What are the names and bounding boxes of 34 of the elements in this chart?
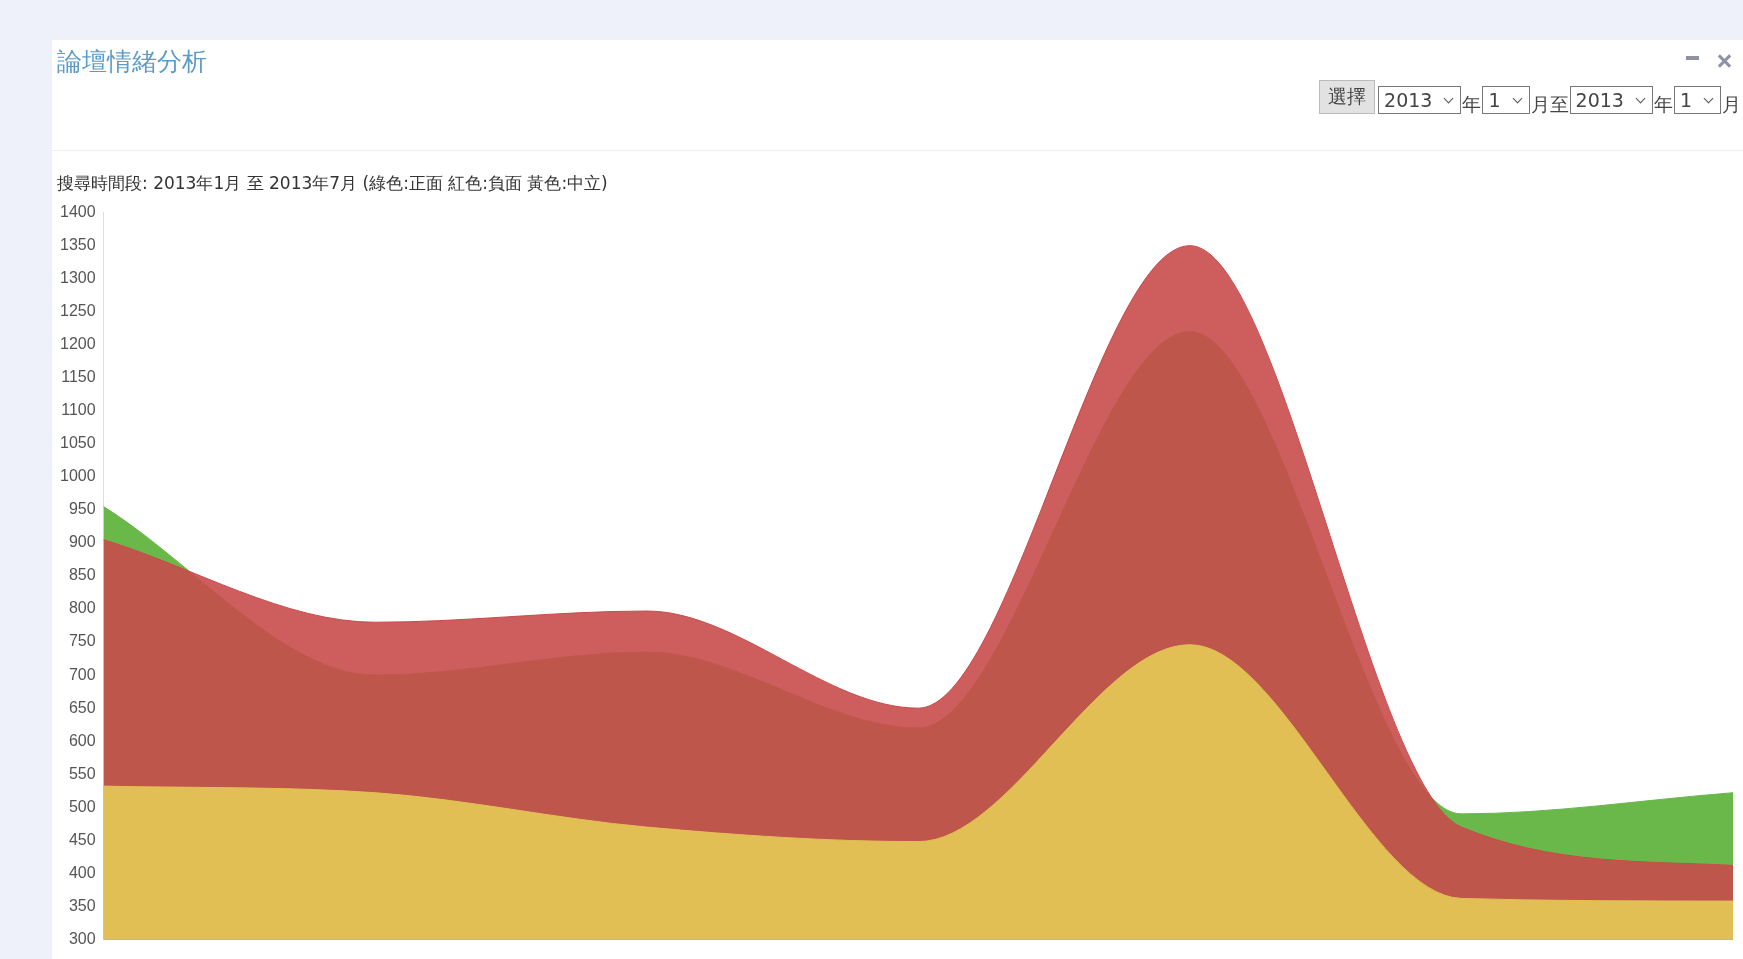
text: 2013 [1569,86,1653,114]
y-tick-label: 1000 [60,467,96,485]
y-tick-label: 650 [68,698,96,716]
y-tick-label: 1050 [60,434,96,452]
y-tick-label: 350 [68,896,96,914]
y-tick-label: 700 [68,665,96,683]
text: 2013 [1378,86,1462,114]
y-tick-label: 1350 [60,236,96,254]
text: 月至 [1530,92,1569,117]
y-tick-label: 900 [68,533,96,551]
y-tick-label: 400 [68,863,96,881]
y-tick-label: 1250 [60,302,96,320]
text: 1 [1482,86,1530,114]
text: 年 [1462,92,1482,117]
y-tick-label: 850 [68,566,96,584]
y-tick-label: 1400 [60,203,96,221]
y-tick-label: 1200 [60,335,96,353]
y-tick-label: 1300 [60,269,96,287]
text: 月 [1722,92,1741,117]
chart-subtitle: 搜尋時間段: 2013年1月 至 2013年7月 (綠色:正面 紅色:負面 黃色:中立) [57,172,608,195]
y-tick-label: 800 [68,599,96,617]
y-tick-label: 950 [68,500,96,518]
y-tick-label: 550 [68,764,96,782]
y-tick-label: 500 [68,797,96,815]
y-tick-label: 600 [68,731,96,749]
y-tick-label: 1100 [61,401,96,419]
y-tick-label: 1150 [61,368,96,386]
text: 選擇 [1319,80,1376,114]
y-tick-label: 450 [68,830,96,848]
y-tick-label: 750 [68,632,96,650]
chart-title: 論壇情緒分析 [57,46,207,78]
text: 1 [1673,86,1721,114]
text: 年 [1653,92,1673,117]
y-tick-label: 300 [68,929,96,947]
